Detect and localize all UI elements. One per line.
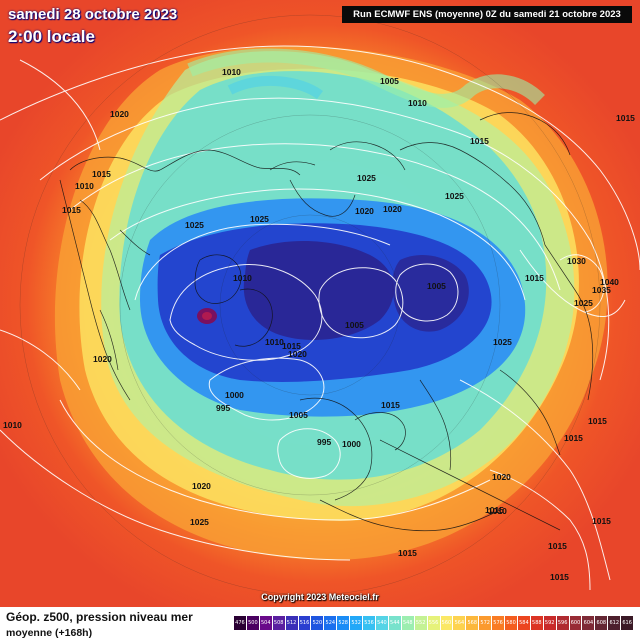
isobar-label-1010-e: 1010: [265, 337, 284, 347]
isobar-label-1025-f: 1025: [493, 337, 512, 347]
scale-cell-520: 520: [311, 616, 325, 630]
forecast-time: 2:00 locale: [8, 27, 95, 46]
isobar-label-1040: 1040: [600, 277, 619, 287]
isobar-label-1005-a: 1005: [380, 76, 399, 86]
isobar-label-1015-f: 1015: [381, 400, 400, 410]
isobar-label-1010-g: 1010: [488, 506, 507, 516]
scale-cell-608: 608: [595, 616, 609, 630]
scale-cell-504: 504: [259, 616, 273, 630]
forecast-date: samedi 28 octobre 2023: [8, 6, 178, 23]
isobar-label-1015-n: 1015: [616, 113, 635, 123]
isobar-label-1015-l: 1015: [398, 548, 417, 558]
isobar-label-1005-c: 1005: [345, 320, 364, 330]
isobar-label-1020-b: 1020: [355, 206, 374, 216]
scale-cell-552: 552: [414, 616, 428, 630]
geopotential-map: 1010 1005 1010 1015 1020 1015 1010 1015 1025 1025…: [0, 0, 640, 607]
isobar-label-1015-c: 1015: [62, 205, 81, 215]
copyright: Copyright 2023 Meteociel.fr: [261, 592, 379, 602]
scale-cell-544: 544: [388, 616, 402, 630]
scale-cell-548: 548: [401, 616, 415, 630]
scale-cell-600: 600: [569, 616, 583, 630]
isobar-label-1025-e: 1025: [574, 298, 593, 308]
scale-cell-476: 476: [234, 616, 247, 630]
isobar-label-1015-h: 1015: [588, 416, 607, 426]
isobar-label-1000-b: 1000: [342, 439, 361, 449]
isobar-label-1025-d: 1025: [445, 191, 464, 201]
scale-cell-588: 588: [530, 616, 544, 630]
isobar-label-1025-a: 1025: [185, 220, 204, 230]
scale-cell-572: 572: [479, 616, 493, 630]
isobar-label-1015-b: 1015: [92, 169, 111, 179]
scale-cell-592: 592: [543, 616, 557, 630]
scale-cell-540: 540: [375, 616, 389, 630]
color-scale: 476 500 504 508 512 516 520 524 528 532 536 540 544 5…: [234, 616, 635, 630]
isobar-label-1010-f: 1010: [3, 420, 22, 430]
scale-cell-568: 568: [466, 616, 480, 630]
scale-cell-576: 576: [492, 616, 506, 630]
scale-cell-512: 512: [285, 616, 299, 630]
scale-cell-596: 596: [556, 616, 570, 630]
scale-cell-584: 584: [517, 616, 531, 630]
isobar-label-1015-i: 1015: [485, 505, 504, 515]
isobar-label-1015-d: 1015: [525, 273, 544, 283]
scale-cell-616: 616: [621, 616, 635, 630]
scale-cell-564: 564: [453, 616, 467, 630]
isobar-label-1015-k: 1015: [548, 541, 567, 551]
scale-cell-556: 556: [427, 616, 441, 630]
isobar-label-1005-b: 1005: [427, 281, 446, 291]
isobar-label-1020-a: 1020: [110, 109, 129, 119]
isobar-label-995-a: 995: [216, 403, 230, 413]
scale-cell-532: 532: [350, 616, 364, 630]
isobar-label-1020-c: 1020: [383, 204, 402, 214]
scale-cell-580: 580: [505, 616, 518, 630]
isobar-label-1010-d: 1010: [233, 273, 252, 283]
isobar-label-1020-d: 1020: [288, 349, 307, 359]
scale-cell-604: 604: [582, 616, 596, 630]
legend-footer: Géop. z500, pression niveau mer moyenne …: [0, 607, 640, 640]
isobar-label-995-b: 995: [317, 437, 331, 447]
field-subtitle: moyenne (+168h): [6, 627, 93, 639]
isobar-label-1010-c: 1010: [75, 181, 94, 191]
isobar-label-1025-g: 1025: [190, 517, 209, 527]
isobar-label-1020-e: 1020: [93, 354, 112, 364]
scale-cell-612: 612: [608, 616, 622, 630]
isobar-label-1010-a: 1010: [222, 67, 241, 77]
isobar-label-1000-a: 1000: [225, 390, 244, 400]
isobar-label-1015-j: 1015: [592, 516, 611, 526]
scale-cell-536: 536: [363, 616, 376, 630]
scale-cell-524: 524: [324, 616, 338, 630]
isobar-label-1030: 1030: [567, 256, 586, 266]
isobar-label-1015-m: 1015: [550, 572, 569, 582]
field-title: Géop. z500, pression niveau mer: [6, 610, 193, 624]
isobar-label-1015-a: 1015: [470, 136, 489, 146]
isobar-label-1025-b: 1025: [250, 214, 269, 224]
scale-cell-560: 560: [440, 616, 454, 630]
scale-cell-528: 528: [337, 616, 351, 630]
isobar-label-1015-g: 1015: [564, 433, 583, 443]
scale-cell-500: 500: [246, 616, 260, 630]
isobar-label-1025-c: 1025: [357, 173, 376, 183]
isobar-label-1035: 1035: [592, 285, 611, 295]
scale-cell-508: 508: [272, 616, 286, 630]
run-info: Run ECMWF ENS (moyenne) 0Z du samedi 21 …: [342, 6, 632, 23]
isobar-label-1010-b: 1010: [408, 98, 427, 108]
isobar-label-1015-e: 1015: [282, 341, 301, 351]
isobar-label-1020-f: 1020: [192, 481, 211, 491]
scale-cell-516: 516: [298, 616, 312, 630]
isobar-label-1020-g: 1020: [492, 472, 511, 482]
isobar-label-1005-d: 1005: [289, 410, 308, 420]
